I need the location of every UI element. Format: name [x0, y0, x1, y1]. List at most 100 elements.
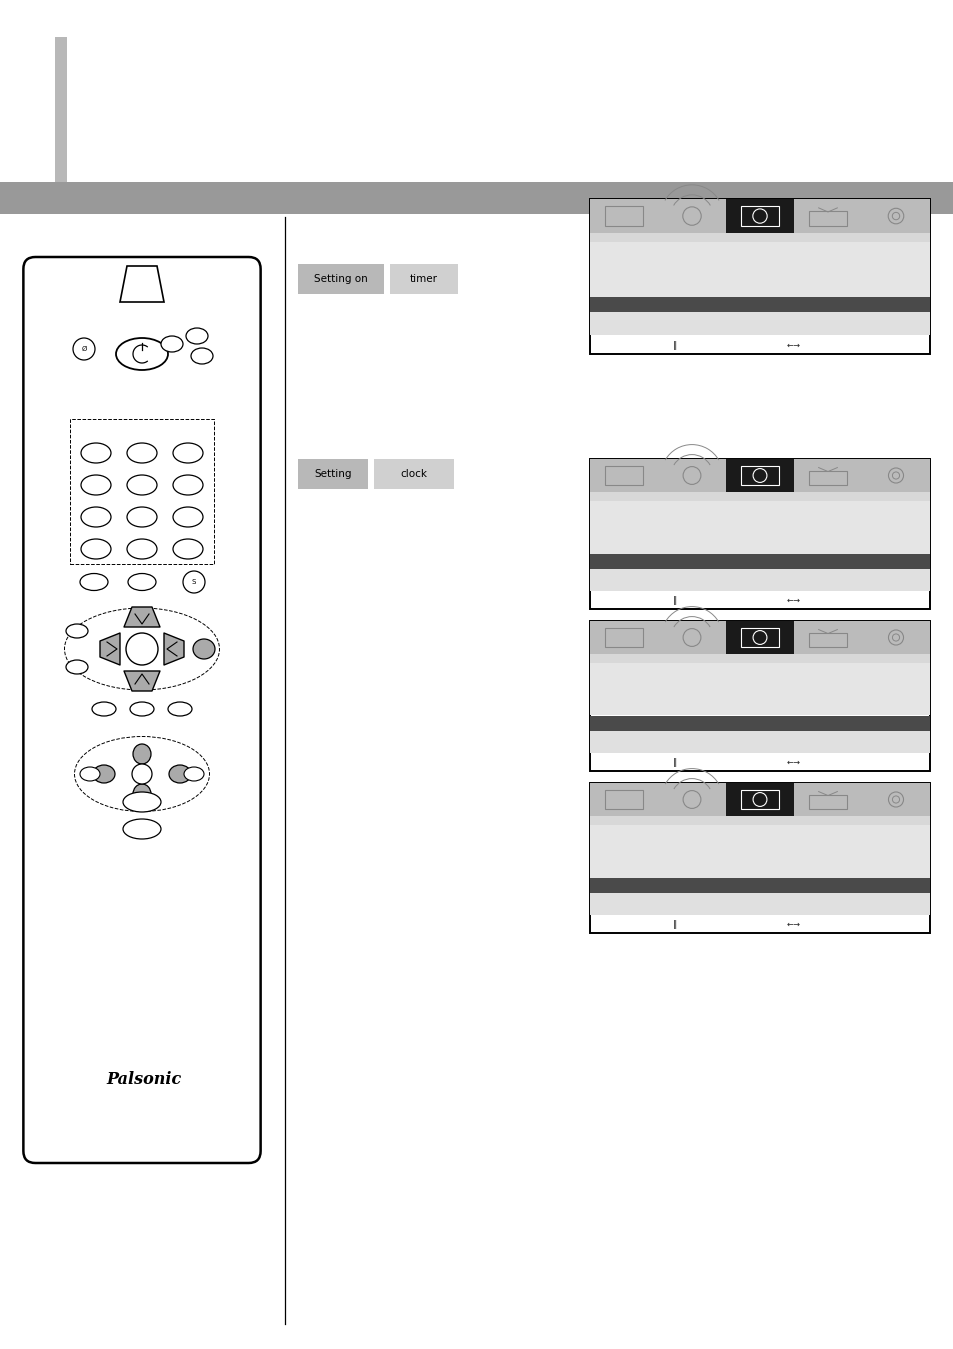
Text: ←→: ←→	[786, 341, 801, 349]
Bar	[297, 459, 368, 488]
Ellipse shape	[127, 442, 157, 463]
Text: Setting: Setting	[314, 469, 352, 479]
Bar	[589, 243, 929, 297]
Ellipse shape	[168, 701, 192, 716]
Ellipse shape	[172, 507, 203, 527]
Bar	[740, 627, 778, 648]
Ellipse shape	[66, 660, 88, 674]
Bar	[604, 206, 642, 227]
Ellipse shape	[127, 475, 157, 495]
Ellipse shape	[123, 792, 161, 812]
Bar	[297, 264, 384, 294]
Bar	[725, 621, 793, 654]
Polygon shape	[164, 633, 184, 665]
Text: clock: clock	[400, 469, 427, 479]
Bar	[589, 816, 929, 826]
Ellipse shape	[172, 475, 203, 495]
Polygon shape	[124, 607, 160, 627]
Circle shape	[132, 764, 152, 784]
Bar	[390, 264, 457, 294]
Bar	[589, 459, 929, 608]
Ellipse shape	[169, 765, 191, 782]
Ellipse shape	[184, 768, 204, 781]
Ellipse shape	[81, 442, 111, 463]
Text: Palsonic: Palsonic	[107, 1071, 181, 1087]
Bar	[589, 621, 929, 654]
Bar	[604, 627, 642, 648]
Ellipse shape	[80, 768, 100, 781]
Bar	[0, 182, 953, 214]
Bar	[589, 782, 929, 816]
Ellipse shape	[191, 348, 213, 364]
Bar	[589, 826, 929, 877]
Ellipse shape	[92, 765, 115, 782]
Ellipse shape	[80, 573, 108, 591]
Bar	[808, 633, 846, 648]
Bar	[589, 233, 929, 243]
Text: ‖: ‖	[672, 920, 677, 929]
Text: ←→: ←→	[786, 920, 801, 929]
Polygon shape	[124, 670, 160, 691]
Ellipse shape	[123, 819, 161, 839]
Ellipse shape	[66, 625, 88, 638]
Bar	[374, 459, 454, 488]
Text: Ø: Ø	[81, 345, 87, 352]
Bar	[589, 654, 929, 662]
Text: ←→: ←→	[786, 596, 801, 606]
Bar	[70, 420, 213, 564]
Text: timer: timer	[410, 274, 437, 285]
Ellipse shape	[81, 540, 111, 558]
Bar	[589, 782, 929, 934]
Text: ‖: ‖	[672, 758, 677, 768]
Bar	[589, 553, 929, 568]
Text: ‖: ‖	[672, 596, 677, 606]
Circle shape	[126, 633, 158, 665]
Text: S: S	[192, 579, 196, 585]
Polygon shape	[100, 633, 120, 665]
Bar	[589, 662, 929, 715]
Ellipse shape	[116, 339, 168, 370]
Ellipse shape	[172, 540, 203, 558]
Polygon shape	[30, 304, 253, 1153]
Ellipse shape	[127, 540, 157, 558]
Bar	[589, 492, 929, 500]
Ellipse shape	[128, 573, 156, 591]
Bar	[589, 500, 929, 553]
Ellipse shape	[193, 639, 214, 660]
Bar	[740, 206, 778, 227]
Ellipse shape	[81, 475, 111, 495]
Bar	[808, 795, 846, 809]
Ellipse shape	[127, 507, 157, 527]
Bar	[725, 782, 793, 816]
Bar	[589, 312, 929, 336]
Ellipse shape	[161, 336, 183, 352]
Circle shape	[183, 571, 205, 594]
Bar	[589, 297, 929, 312]
Ellipse shape	[91, 701, 116, 716]
Bar	[740, 789, 778, 809]
Text: ←→: ←→	[786, 758, 801, 768]
FancyBboxPatch shape	[24, 258, 260, 1163]
Bar	[589, 621, 929, 772]
Bar	[589, 715, 929, 731]
Ellipse shape	[130, 701, 153, 716]
Text: Setting on: Setting on	[314, 274, 368, 285]
Polygon shape	[120, 266, 164, 302]
Bar	[725, 200, 793, 233]
Circle shape	[73, 339, 95, 360]
Ellipse shape	[186, 328, 208, 344]
Bar	[589, 200, 929, 353]
Bar	[740, 465, 778, 486]
Bar	[589, 568, 929, 591]
Bar	[589, 877, 929, 893]
Bar	[589, 459, 929, 492]
Ellipse shape	[132, 745, 151, 764]
Ellipse shape	[172, 442, 203, 463]
Ellipse shape	[81, 507, 111, 527]
Bar	[604, 465, 642, 486]
Ellipse shape	[132, 784, 151, 804]
Bar	[808, 210, 846, 227]
Bar	[55, 36, 67, 182]
Bar	[808, 471, 846, 486]
Bar	[725, 459, 793, 492]
